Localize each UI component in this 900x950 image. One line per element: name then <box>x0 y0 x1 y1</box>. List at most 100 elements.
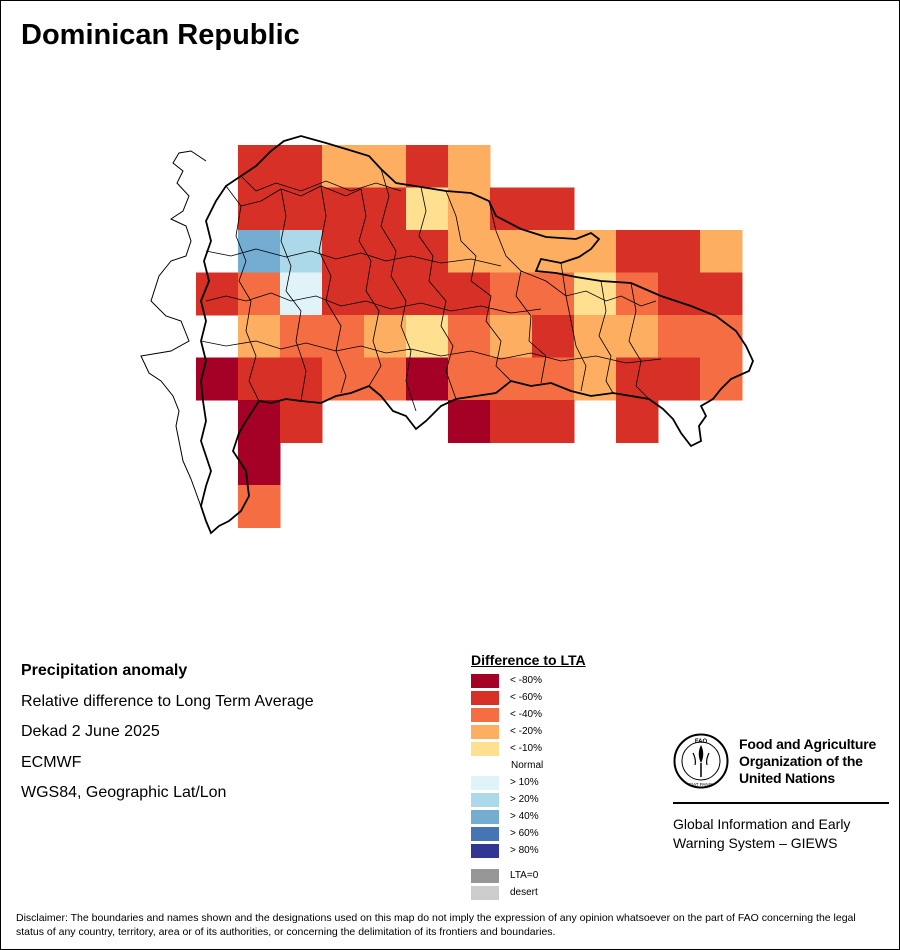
legend-label: > 40% <box>510 811 539 822</box>
organization-name-line: United Nations <box>739 770 835 786</box>
grid-cell <box>532 357 575 401</box>
grid-cell <box>658 272 701 316</box>
legend-label: > 80% <box>510 845 539 856</box>
grid-cell <box>616 272 659 316</box>
grid-cell <box>448 315 491 358</box>
meta-line: Relative difference to Long Term Average <box>21 692 314 710</box>
legend-swatch <box>471 691 499 705</box>
legend-title: Difference to LTA <box>471 652 586 668</box>
variable-heading: Precipitation anomaly <box>21 662 188 679</box>
program-name: Global Information and Early Warning Sys… <box>673 815 889 853</box>
grid-cell <box>658 357 701 401</box>
legend-swatch <box>471 827 499 841</box>
grid-cell <box>364 357 407 401</box>
organization-name: Food and Agriculture Organization of the… <box>739 736 876 787</box>
grid-cell <box>238 357 281 401</box>
grid-cell <box>448 400 491 443</box>
organization-name-line: Food and Agriculture <box>739 736 877 752</box>
legend-swatch <box>471 869 499 883</box>
legend-item: > 40% <box>471 809 586 826</box>
legend-label: LTA=0 <box>510 870 539 881</box>
grid-cell <box>658 315 701 358</box>
legend-items: < -80% < -60% < -40% < -20% < -10% Normal > 10… <box>471 673 586 860</box>
legend-swatch <box>471 776 499 790</box>
grid-cell <box>364 230 407 273</box>
grid-cell <box>364 315 407 358</box>
legend-swatch <box>471 759 499 773</box>
legend-label: < -40% <box>510 709 542 720</box>
grid-cell <box>574 315 617 358</box>
grid-cell <box>700 357 743 401</box>
disclaimer: Disclaimer: The boundaries and names sho… <box>16 912 856 938</box>
legend-item: Normal <box>471 758 586 775</box>
grid-cell <box>238 315 281 358</box>
meta-line: Dekad 2 June 2025 <box>21 723 160 740</box>
grid-cell <box>532 272 575 316</box>
grid-cell <box>616 315 659 358</box>
legend-swatch <box>471 844 499 858</box>
grid-cell <box>448 230 491 273</box>
grid-cell <box>700 315 743 358</box>
country-boundary <box>200 135 754 535</box>
legend-label: > 10% <box>510 777 539 788</box>
legend-swatch <box>471 674 499 688</box>
grid-cell <box>406 145 449 188</box>
legend-label: > 60% <box>510 828 539 839</box>
legend-swatch <box>471 886 499 900</box>
meta-line: ECMWF <box>21 753 82 771</box>
legend-item: < -20% <box>471 724 586 741</box>
grid-cell <box>448 272 491 316</box>
grid-cell <box>490 230 533 273</box>
legend-item: < -10% <box>471 741 586 758</box>
legend-item: < -80% <box>471 673 586 690</box>
legend-swatch <box>471 793 499 807</box>
legend-label: Normal <box>511 760 544 771</box>
organization-name-line: Organization of the <box>739 753 863 769</box>
legend-label: < -60% <box>510 692 542 703</box>
logo-text: FAO <box>695 739 708 745</box>
legend-swatch <box>471 708 499 722</box>
grid-cell <box>280 145 323 188</box>
legend: Difference to LTA < -80% < -60% < -40% < -2… <box>471 652 586 902</box>
legend-swatch <box>471 725 499 739</box>
grid-cell <box>448 357 491 401</box>
grid-cell <box>280 357 323 401</box>
grid-cell <box>238 442 281 486</box>
legend-item: desert <box>471 885 586 902</box>
grid-cell <box>448 187 491 231</box>
logo-motto: FIAT PANIS <box>689 782 713 787</box>
grid-cell <box>490 400 533 443</box>
map-metadata: Precipitation anomaly Relative differenc… <box>21 656 314 809</box>
legend-item: LTA=0 <box>471 868 586 885</box>
grid-cell <box>700 230 743 273</box>
divider <box>673 802 889 804</box>
grid-cell <box>616 400 659 443</box>
legend-swatch <box>471 810 499 824</box>
grid-cell <box>616 230 659 273</box>
grid-cell <box>364 145 407 188</box>
grid-cell <box>238 230 281 273</box>
grid-cell <box>448 145 491 188</box>
grid-cell <box>280 187 323 231</box>
legend-item: > 10% <box>471 775 586 792</box>
legend-item: < -60% <box>471 690 586 707</box>
grid-cell <box>238 485 281 528</box>
fao-logo-icon: FAO FIAT PANIS <box>673 733 729 789</box>
grid-cell <box>490 315 533 358</box>
grid-cell <box>406 187 449 231</box>
grid-cell <box>322 357 365 401</box>
legend-label: > 20% <box>510 794 539 805</box>
grid-cell <box>238 145 281 188</box>
grid-cell <box>322 315 365 358</box>
grid-cell <box>322 230 365 273</box>
legend-label: < -80% <box>510 675 542 686</box>
legend-extra-items: LTA=0 desert <box>471 868 586 902</box>
anomaly-map <box>140 135 754 535</box>
legend-item: > 60% <box>471 826 586 843</box>
program-name-line: Global Information and Early <box>673 816 851 832</box>
legend-swatch <box>471 742 499 756</box>
grid-cell <box>280 230 323 273</box>
grid-cell <box>238 400 281 443</box>
grid-cell <box>364 272 407 316</box>
